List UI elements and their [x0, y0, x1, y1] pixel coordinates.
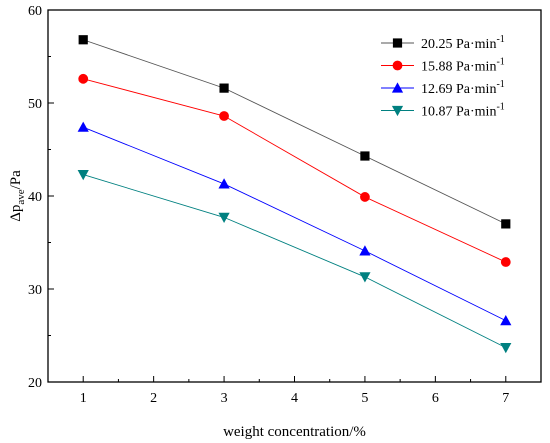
data-point-square-marker: [501, 219, 511, 229]
y-axis-title-main: Δp: [8, 205, 24, 222]
y-tick-label: 40: [28, 190, 42, 205]
data-point-square-marker: [78, 35, 88, 45]
legend-label: 15.88 Pa·min-1: [421, 57, 505, 75]
x-tick-label: 4: [291, 391, 298, 406]
series-layer: [77, 35, 512, 354]
y-axis-title-unit: /Pa: [8, 170, 24, 190]
y-axis: 20 30 40 50 60: [28, 4, 54, 391]
x-tick-label: 1: [80, 391, 87, 406]
legend: 20.25 Pa·min-1 15.88 Pa·min-1 12.69 Pa·min…: [381, 34, 505, 120]
x-tick-label: 7: [502, 391, 509, 406]
data-point-triangle-down-marker: [359, 272, 371, 283]
y-tick-label: 50: [28, 97, 42, 112]
data-point-triangle-up-marker: [500, 315, 512, 326]
series-12.69: [77, 121, 512, 326]
legend-label: 12.69 Pa·min-1: [421, 79, 505, 97]
data-point-triangle-down-marker: [77, 170, 89, 181]
data-point-square-marker: [219, 83, 229, 93]
data-point-circle-marker: [360, 192, 370, 202]
series-20.25: [78, 35, 511, 229]
series-10.87: [77, 170, 512, 354]
data-point-circle-marker: [392, 60, 403, 71]
data-point-circle-marker: [78, 73, 89, 84]
series-15.88: [78, 73, 511, 267]
data-point-triangle-down-marker: [500, 342, 512, 354]
data-point-circle-marker: [219, 111, 229, 121]
data-point-square-marker: [392, 38, 403, 48]
legend-item: 10.87 Pa·min-1: [381, 102, 505, 120]
y-axis-title-subscript: ave: [15, 189, 27, 204]
data-point-triangle-down-marker: [391, 105, 404, 117]
data-point-triangle-up-marker: [77, 121, 89, 132]
legend-label: 20.25 Pa·min-1: [421, 34, 505, 52]
y-tick-label: 60: [28, 4, 42, 19]
series-line: [83, 174, 506, 348]
y-axis-title: Δpave/Pa: [8, 170, 27, 222]
x-axis-title: weight concentration/%: [223, 424, 366, 440]
series-line: [83, 39, 506, 225]
y-tick-label: 30: [28, 283, 42, 298]
x-tick-label: 3: [221, 391, 228, 406]
data-point-square-marker: [360, 151, 370, 161]
x-tick-label: 6: [432, 391, 439, 406]
x-tick-label: 5: [361, 391, 368, 406]
data-point-triangle-up-marker: [359, 245, 371, 256]
series-line: [83, 78, 506, 263]
x-tick-label: 2: [150, 391, 157, 406]
data-point-circle-marker: [500, 257, 511, 267]
data-point-triangle-up-marker: [391, 82, 404, 93]
x-axis: 1 2 3 4 5 6 7: [80, 376, 509, 406]
series-line: [83, 126, 506, 322]
data-point-triangle-down-marker: [218, 212, 230, 223]
legend-item: 15.88 Pa·min-1: [381, 57, 505, 75]
legend-item: 20.25 Pa·min-1: [381, 34, 505, 52]
legend-item: 12.69 Pa·min-1: [381, 79, 505, 97]
legend-label: 10.87 Pa·min-1: [421, 102, 505, 120]
data-point-triangle-up-marker: [218, 178, 230, 189]
y-tick-label: 20: [28, 376, 42, 391]
